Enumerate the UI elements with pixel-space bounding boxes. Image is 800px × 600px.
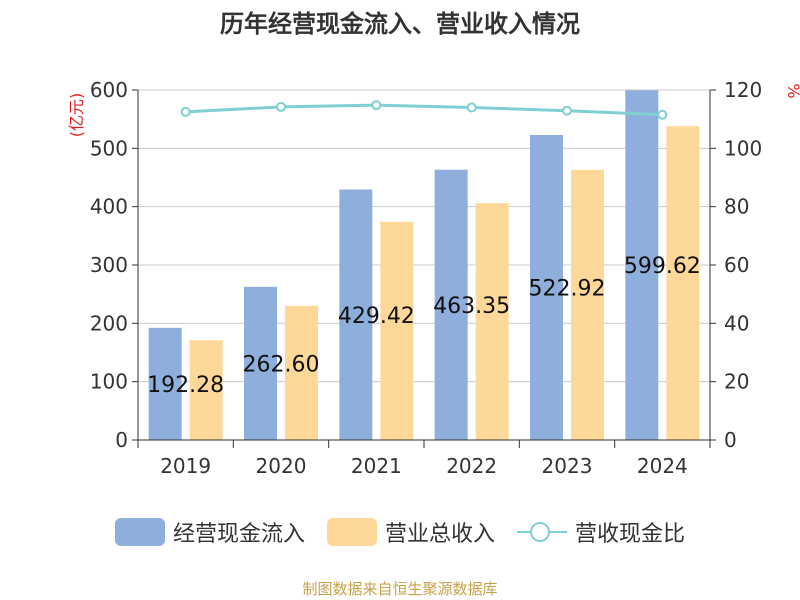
bar-cash-inflow — [244, 286, 277, 440]
ratio-point — [371, 100, 382, 111]
x-tick-label: 2019 — [160, 454, 211, 478]
y-right-tick-label: 100 — [724, 136, 762, 160]
bar-cash-inflow — [148, 327, 182, 440]
data-label: 522.92 — [529, 276, 606, 301]
data-label: 599.62 — [624, 254, 701, 279]
bar-revenue — [380, 221, 414, 440]
chart-legend: 经营现金流入 营业总收入 营收现金比 — [0, 516, 800, 548]
y-left-tick-label: 300 — [90, 253, 128, 277]
legend-label-ratio: 营收现金比 — [575, 522, 686, 547]
bar-revenue — [189, 340, 223, 440]
data-label: 463.35 — [433, 294, 510, 319]
y-right-tick-label: 60 — [724, 253, 749, 277]
ratio-point — [562, 105, 572, 116]
bar-cash-inflow — [434, 169, 468, 440]
ratio-point — [466, 102, 477, 113]
bar-cash-inflow — [530, 134, 563, 441]
legend-item-cash-inflow[interactable]: 经营现金流入 — [114, 516, 305, 548]
y-left-tick-label: 0 — [115, 428, 128, 452]
x-tick-label: 2020 — [256, 454, 307, 478]
data-label: 262.60 — [243, 352, 320, 377]
bar-cash-inflow — [339, 189, 373, 440]
y-right-tick-label: 80 — [724, 195, 749, 219]
legend-label-cash-inflow: 经营现金流入 — [172, 522, 305, 547]
x-tick-label: 2023 — [542, 454, 593, 478]
x-tick-label: 2022 — [446, 454, 497, 478]
y-right-tick-label: 20 — [724, 370, 749, 394]
legend-item-revenue[interactable]: 营业总收入 — [326, 516, 495, 548]
ratio-point — [657, 109, 668, 120]
y-right-tick-label: 120 — [724, 78, 762, 102]
y-right-tick-label: 0 — [724, 428, 737, 452]
bar-revenue — [571, 169, 604, 440]
y-left-tick-label: 500 — [90, 136, 128, 160]
ratio-line — [185, 103, 663, 117]
chart-title: 历年经营现金流入、营业收入情况 — [220, 10, 580, 38]
y-left-axis-title: (亿元) — [67, 93, 86, 138]
y-right-tick-label: 40 — [724, 311, 749, 335]
x-tick-label: 2024 — [637, 454, 688, 478]
legend-swatch-cash-inflow — [114, 518, 165, 546]
data-label: 429.42 — [338, 304, 415, 329]
x-tick-label: 2021 — [351, 454, 402, 478]
y-left-tick-label: 400 — [90, 195, 128, 219]
y-left-tick-label: 200 — [90, 311, 128, 335]
y-right-axis-title: % — [784, 83, 800, 98]
ratio-point — [180, 106, 191, 117]
bar-cash-inflow — [625, 90, 659, 440]
ratio-point — [276, 101, 286, 112]
legend-swatch-revenue — [326, 518, 377, 546]
data-label: 192.28 — [147, 373, 224, 398]
bar-revenue — [475, 203, 509, 440]
legend-item-ratio[interactable]: 营收现金比 — [517, 516, 685, 548]
y-left-tick-label: 100 — [90, 370, 128, 394]
source-note: 制图数据来自恒生聚源数据库 — [302, 580, 498, 598]
legend-label-revenue: 营业总收入 — [384, 522, 495, 547]
bar-revenue — [666, 126, 700, 441]
bar-revenue — [285, 305, 318, 440]
legend-swatch-ratio — [517, 518, 567, 546]
y-left-tick-label: 600 — [90, 78, 128, 102]
